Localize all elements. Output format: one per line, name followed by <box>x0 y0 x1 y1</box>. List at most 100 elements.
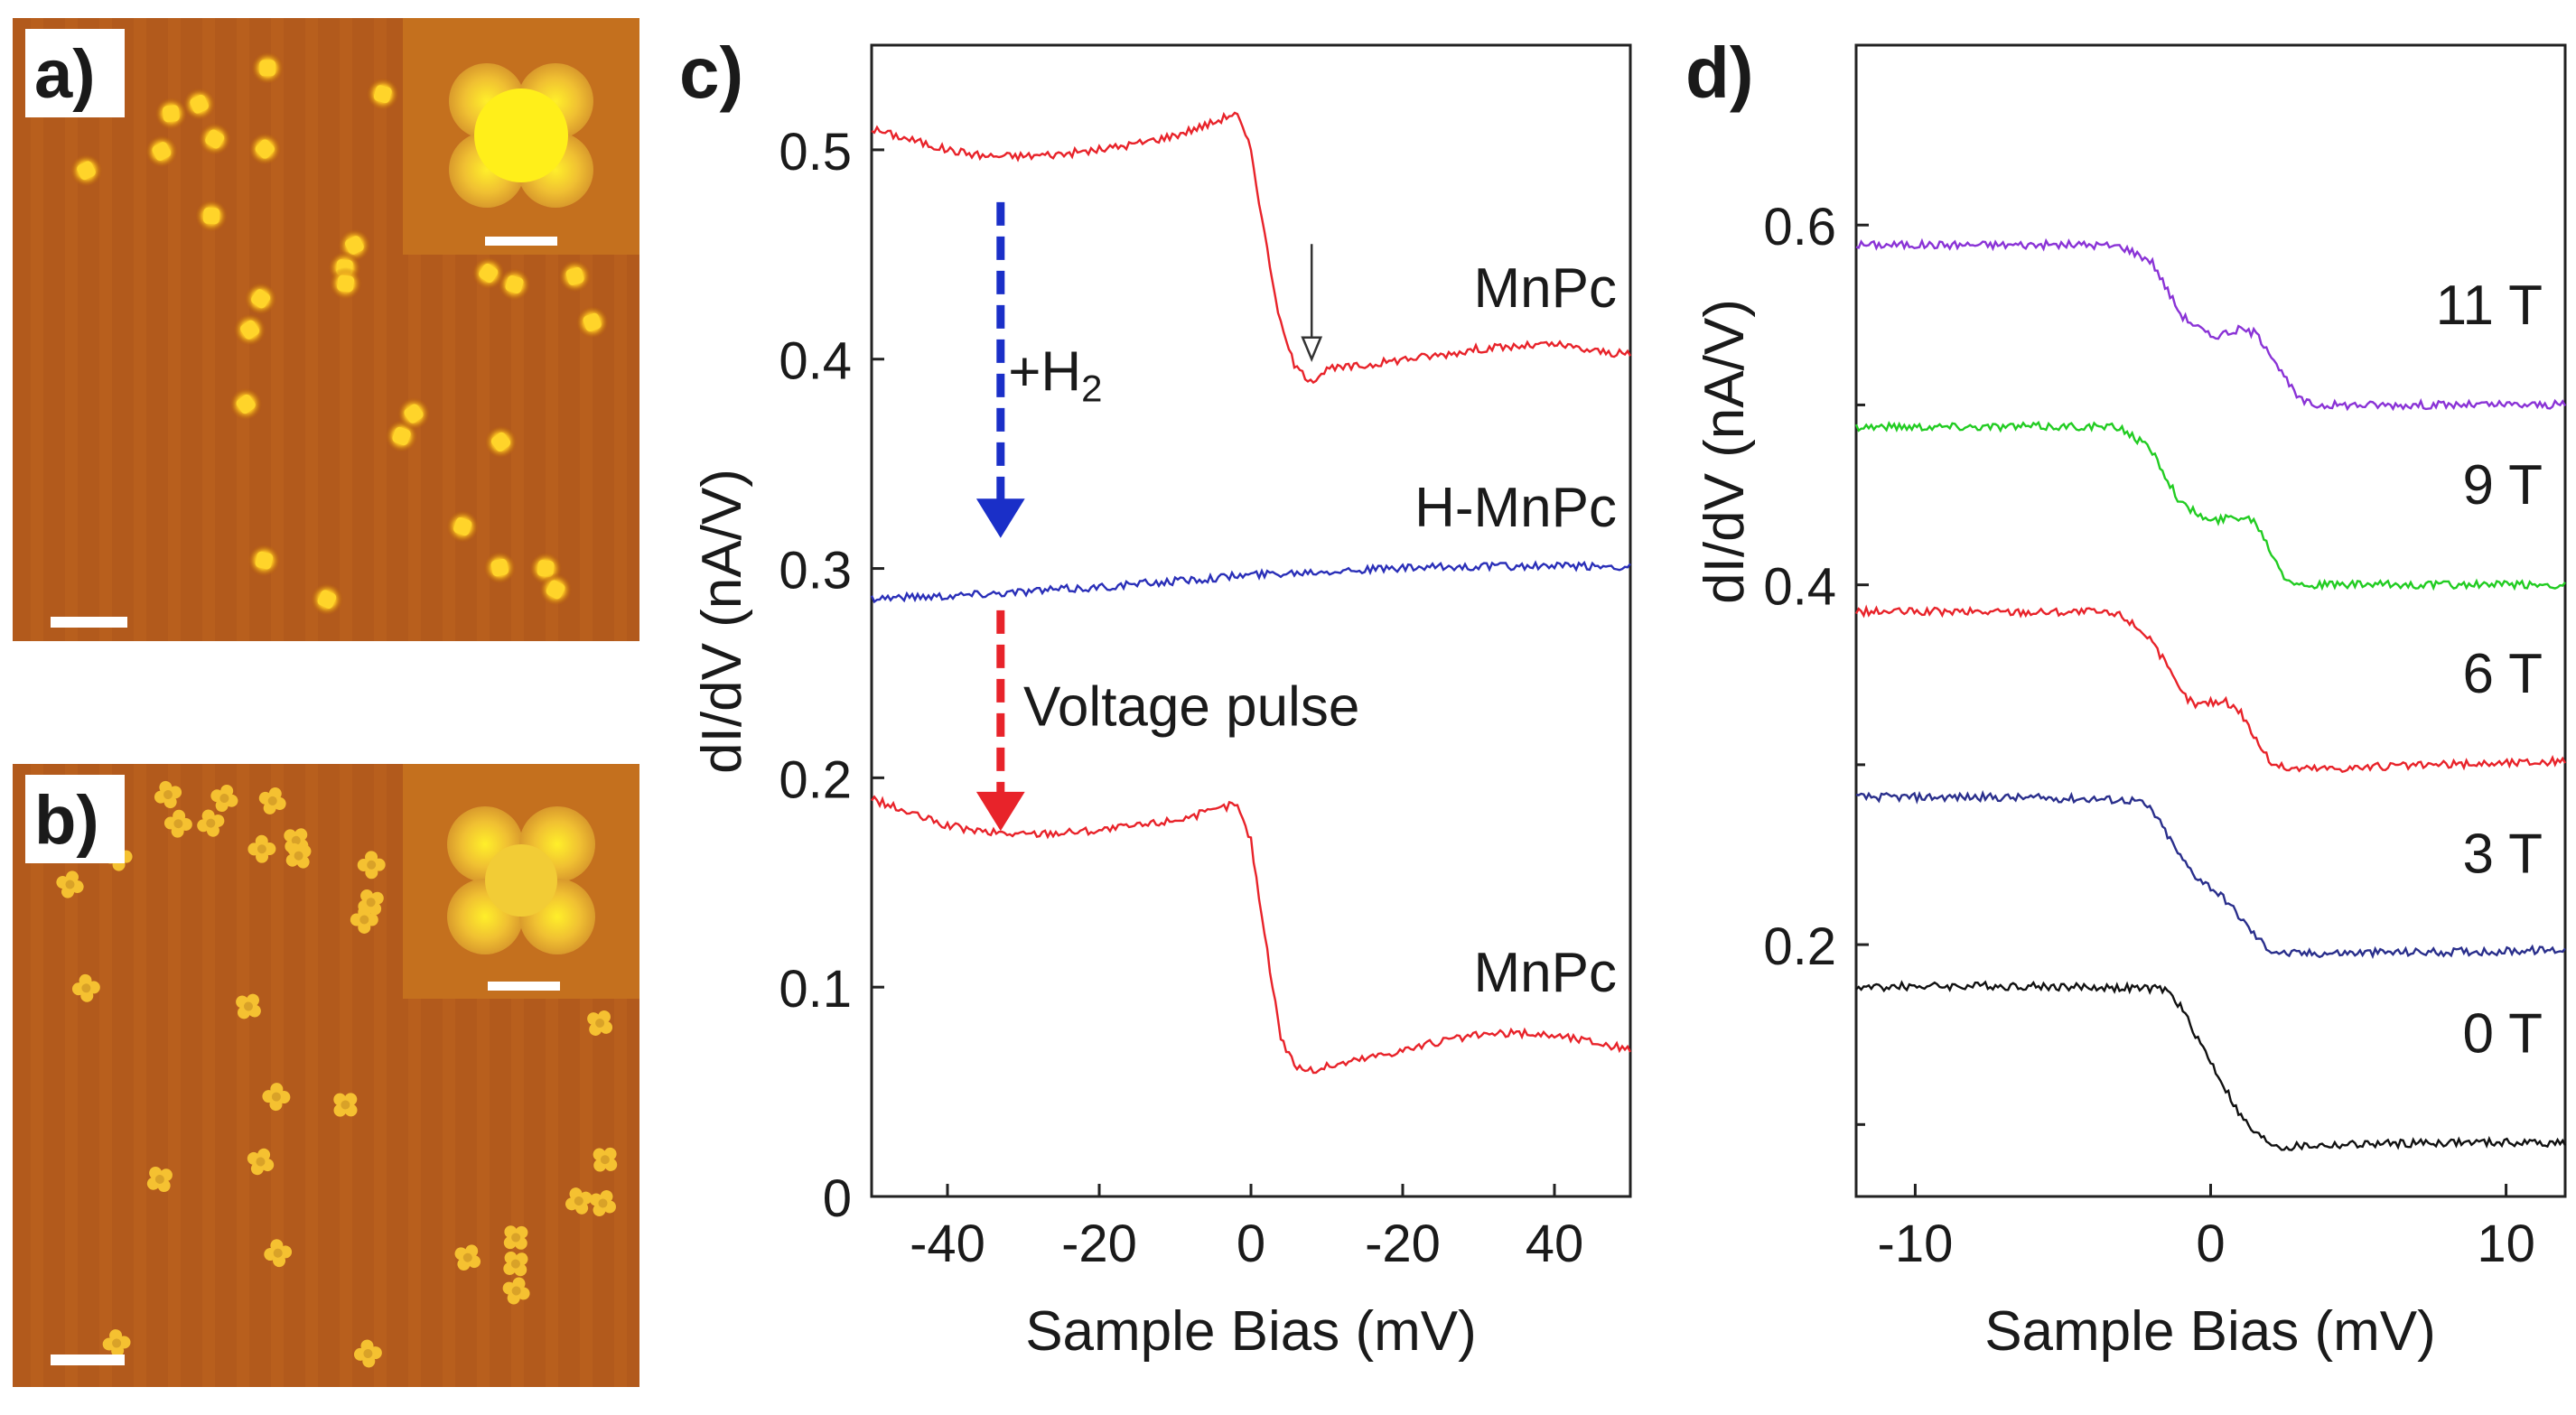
molecule <box>264 1239 293 1268</box>
molecule <box>366 78 399 111</box>
field-label: 0 T <box>2463 1003 2543 1066</box>
series-line-mnpc <box>871 111 1632 385</box>
terrace-stripe <box>31 764 43 1387</box>
molecule <box>236 993 261 1019</box>
terrace-stripe <box>340 18 352 641</box>
molecule <box>471 256 505 290</box>
molecule <box>248 133 282 165</box>
x-axis-label-d: Sample Bias (mV) <box>1984 1300 2436 1363</box>
molecule <box>154 97 188 130</box>
molecule <box>310 582 343 616</box>
annotations-c: MnPc H-MnPc MnPc +H2 Voltage pulse <box>1008 257 1617 1004</box>
annotation-label: MnPc <box>1474 257 1617 320</box>
molecule <box>71 973 100 1002</box>
molecule <box>154 780 182 809</box>
label-box-b <box>25 775 125 863</box>
molecule <box>446 510 480 544</box>
scale-bar-a <box>51 617 127 628</box>
field-label: 3 T <box>2463 823 2543 885</box>
series-d <box>1854 237 2567 1151</box>
annotation-label: +H2 <box>1008 341 1102 410</box>
molecule <box>502 1277 530 1305</box>
y-tick-label: 0 <box>823 1169 852 1228</box>
y-tick-label: 0.3 <box>779 542 852 600</box>
series-line-9-t <box>1854 420 2566 591</box>
field-labels-d: 11 T 9 T 6 T 3 T 0 T <box>2436 275 2543 1066</box>
molecule <box>353 1339 382 1368</box>
terrace-stripe <box>99 18 112 641</box>
molecule <box>333 1093 358 1117</box>
molecule <box>590 1190 616 1216</box>
arrows-c <box>975 201 1323 832</box>
terrace-stripe <box>134 764 146 1387</box>
molecule <box>244 282 277 315</box>
terrace-stripe <box>168 18 181 641</box>
y-axis-label-d: dI/dV (nA/V) <box>1694 299 1756 604</box>
molecule <box>56 870 84 898</box>
molecule <box>357 851 386 880</box>
terrace-stripe <box>31 18 43 641</box>
terrace-stripe <box>202 18 215 641</box>
molecule <box>503 1225 528 1250</box>
molecule <box>593 1147 618 1172</box>
series-line-h-mnpc <box>870 560 1631 604</box>
plot-frame-d <box>1854 43 2567 1198</box>
series-line-11-t <box>1855 237 2567 412</box>
molecule <box>163 809 192 838</box>
molecule <box>251 51 285 85</box>
terrace-stripe <box>271 18 284 641</box>
inset-molecule-b <box>447 806 595 954</box>
scale-bar-b <box>51 1354 125 1365</box>
y-tick-label: 0.5 <box>779 123 852 182</box>
label-box-a <box>25 29 125 117</box>
molecule <box>102 1329 131 1357</box>
annotation-label: H-MnPc <box>1414 477 1617 539</box>
molecule <box>484 425 518 459</box>
molecule <box>145 135 178 168</box>
molecule <box>146 1166 173 1193</box>
molecules-b <box>56 780 618 1368</box>
plot-frame-c <box>870 43 1632 1198</box>
y-ticks-c: 0 0.1 0.2 0.3 0.4 0.5 <box>779 123 884 1228</box>
x-tick-label: 0 <box>2196 1215 2225 1273</box>
molecule <box>247 544 281 577</box>
inset-scale-bar-b <box>488 982 560 991</box>
arrow-head <box>975 791 1025 832</box>
x-tick-label: 10 <box>2477 1215 2535 1273</box>
x-tick-label: 0 <box>1237 1215 1265 1273</box>
panel-label-a: a) <box>34 36 96 113</box>
molecule <box>262 1083 291 1112</box>
molecule <box>503 1252 528 1277</box>
panel-b: b) <box>13 764 639 1387</box>
terrace-stripe <box>202 764 215 1387</box>
terrace-stripe <box>99 764 112 1387</box>
y-axis-label-c: dI/dV (nA/V) <box>691 469 753 774</box>
molecule <box>197 809 225 837</box>
arrow-head <box>975 498 1025 538</box>
x-tick-label: 40 <box>1526 1215 1584 1273</box>
series-line-3-t <box>1855 789 2566 960</box>
molecule <box>247 1148 275 1176</box>
terrace-stripe <box>65 764 78 1387</box>
molecule <box>70 154 103 187</box>
molecule <box>565 1187 593 1215</box>
terrace-stripe <box>237 764 249 1387</box>
panel-d: d) -10 0 10 0.2 0.4 0.6 11 T 9 T 6 T 3 T 0 T Sam… <box>1685 33 2567 1363</box>
molecule <box>558 259 592 293</box>
field-label: 11 T <box>2436 275 2543 337</box>
terrace-stripe <box>340 764 352 1387</box>
y-tick-label: 0.6 <box>1763 198 1836 256</box>
series-line-0-t <box>1855 980 2567 1151</box>
molecule <box>233 313 266 347</box>
panel-label-c: c) <box>679 33 743 113</box>
molecule <box>454 1244 481 1271</box>
panel-label-d: d) <box>1685 33 1754 113</box>
terrace-stripe <box>374 18 387 641</box>
y-ticks-d: 0.2 0.4 0.6 <box>1763 198 1869 1126</box>
molecule <box>285 842 312 869</box>
inset-scale-bar-a <box>485 237 557 246</box>
molecules-a <box>70 51 609 616</box>
x-axis-label-c: Sample Bias (mV) <box>1025 1300 1477 1363</box>
x-ticks-d: -10 0 10 <box>1878 1184 2535 1273</box>
